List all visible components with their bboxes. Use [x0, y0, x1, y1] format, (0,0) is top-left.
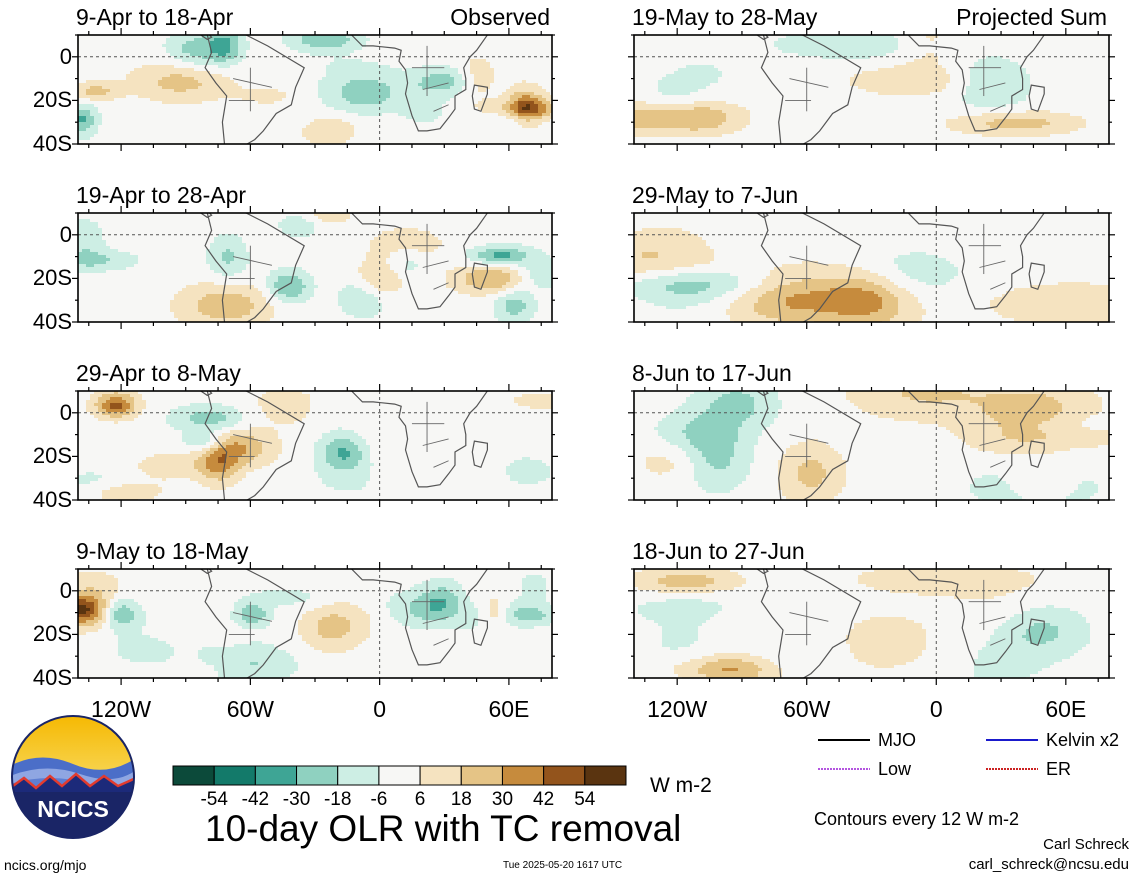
x-tick-label: 60E — [488, 696, 530, 722]
author-email[interactable]: carl_schreck@ncsu.edu — [968, 856, 1129, 873]
y-tick-label: 20S — [32, 87, 72, 113]
y-tick-label: 0 — [59, 577, 72, 603]
olr-panel — [78, 569, 552, 678]
colorbar-tick-label: -30 — [282, 789, 311, 810]
x-tick-label: 60E — [1045, 696, 1087, 722]
colorbar-swatch — [584, 765, 627, 786]
colorbar-swatch — [460, 765, 503, 786]
y-tick-label: 40S — [32, 487, 72, 512]
panel-frame — [72, 562, 558, 685]
author-name: Carl Schreck — [1043, 836, 1129, 853]
y-tick-label: 0 — [59, 221, 72, 247]
x-tick-label: 120W — [647, 696, 708, 722]
colorbar-swatch — [337, 765, 380, 786]
panel-frame — [628, 28, 1115, 151]
timestamp: Tue 2025-05-20 1617 UTC — [503, 860, 623, 871]
colorbar-swatch — [378, 765, 421, 786]
colorbar-swatch — [213, 765, 256, 786]
colorbar-swatch — [172, 765, 215, 786]
y-tick-label: 0 — [59, 43, 72, 69]
legend-label: Kelvin x2 — [1046, 730, 1120, 750]
panel-frame — [628, 206, 1115, 329]
column-heading: Projected Sum — [956, 4, 1107, 30]
colorbar-tick-label: 30 — [491, 789, 514, 810]
colorbar-swatch — [501, 765, 545, 786]
ncics-logo: NCICS — [11, 715, 135, 839]
y-tick-label: 20S — [32, 621, 72, 647]
olr-panel — [634, 35, 1109, 144]
colorbar-tick-label: -42 — [241, 789, 270, 810]
x-tick-label: 120W — [91, 696, 152, 722]
colorbar-swatch — [543, 765, 586, 786]
colorbar-tick-label: -6 — [370, 789, 388, 810]
x-tick-label: 60W — [226, 696, 275, 722]
contour-note: Contours every 12 W m-2 — [814, 809, 1020, 829]
panel-frame — [628, 384, 1115, 507]
y-tick-label: 40S — [32, 665, 72, 690]
colorbar-tick-label: -18 — [323, 789, 352, 810]
panel-frame — [72, 384, 558, 507]
colorbar-swatch — [419, 765, 462, 786]
y-tick-label: 40S — [32, 131, 72, 156]
panel-title: 19-Apr to 28-Apr — [76, 182, 247, 208]
colorbar-tick-label: 18 — [450, 789, 472, 810]
legend-label: Low — [878, 759, 912, 779]
panel-title: 8-Jun to 17-Jun — [632, 360, 792, 386]
logo-text: NCICS — [37, 796, 109, 822]
colorbar-swatch — [254, 765, 298, 786]
olr-panel — [78, 35, 552, 144]
y-tick-label: 20S — [32, 443, 72, 469]
x-tick-label: 60W — [783, 696, 831, 722]
colorbar-units: W m-2 — [650, 774, 712, 797]
chart-title: 10-day OLR with TC removal — [205, 808, 682, 849]
panel-title: 9-May to 18-May — [76, 538, 249, 564]
colorbar-tick-label: -54 — [200, 789, 228, 810]
colorbar-tick-label: 42 — [533, 789, 555, 810]
colorbar-tick-label: 54 — [574, 789, 596, 810]
panel-title: 18-Jun to 27-Jun — [632, 538, 805, 564]
panel-title: 29-May to 7-Jun — [632, 182, 799, 208]
column-heading: Observed — [450, 4, 550, 30]
colorbar-swatch — [296, 765, 339, 786]
legend-label: MJO — [878, 730, 916, 750]
olr-panel — [634, 569, 1109, 678]
colorbar-tick-label: 6 — [414, 789, 426, 810]
olr-panel — [634, 391, 1109, 500]
x-tick-label: 0 — [929, 696, 943, 722]
y-tick-label: 40S — [32, 309, 72, 334]
panel-frame — [628, 562, 1115, 685]
site-link[interactable]: ncics.org/mjo — [4, 857, 87, 873]
panel-title: 9-Apr to 18-Apr — [76, 4, 234, 30]
y-tick-label: 20S — [32, 265, 72, 291]
olr-panel — [78, 391, 552, 500]
panel-frame — [72, 28, 558, 151]
panel-frame — [72, 206, 558, 329]
y-tick-label: 0 — [59, 399, 72, 425]
olr-panel — [78, 213, 552, 322]
colorbar — [172, 765, 627, 786]
legend-label: ER — [1046, 759, 1072, 779]
x-tick-label: 0 — [373, 696, 387, 722]
panel-title: 29-Apr to 8-May — [76, 360, 241, 386]
panel-title: 19-May to 28-May — [632, 4, 818, 30]
